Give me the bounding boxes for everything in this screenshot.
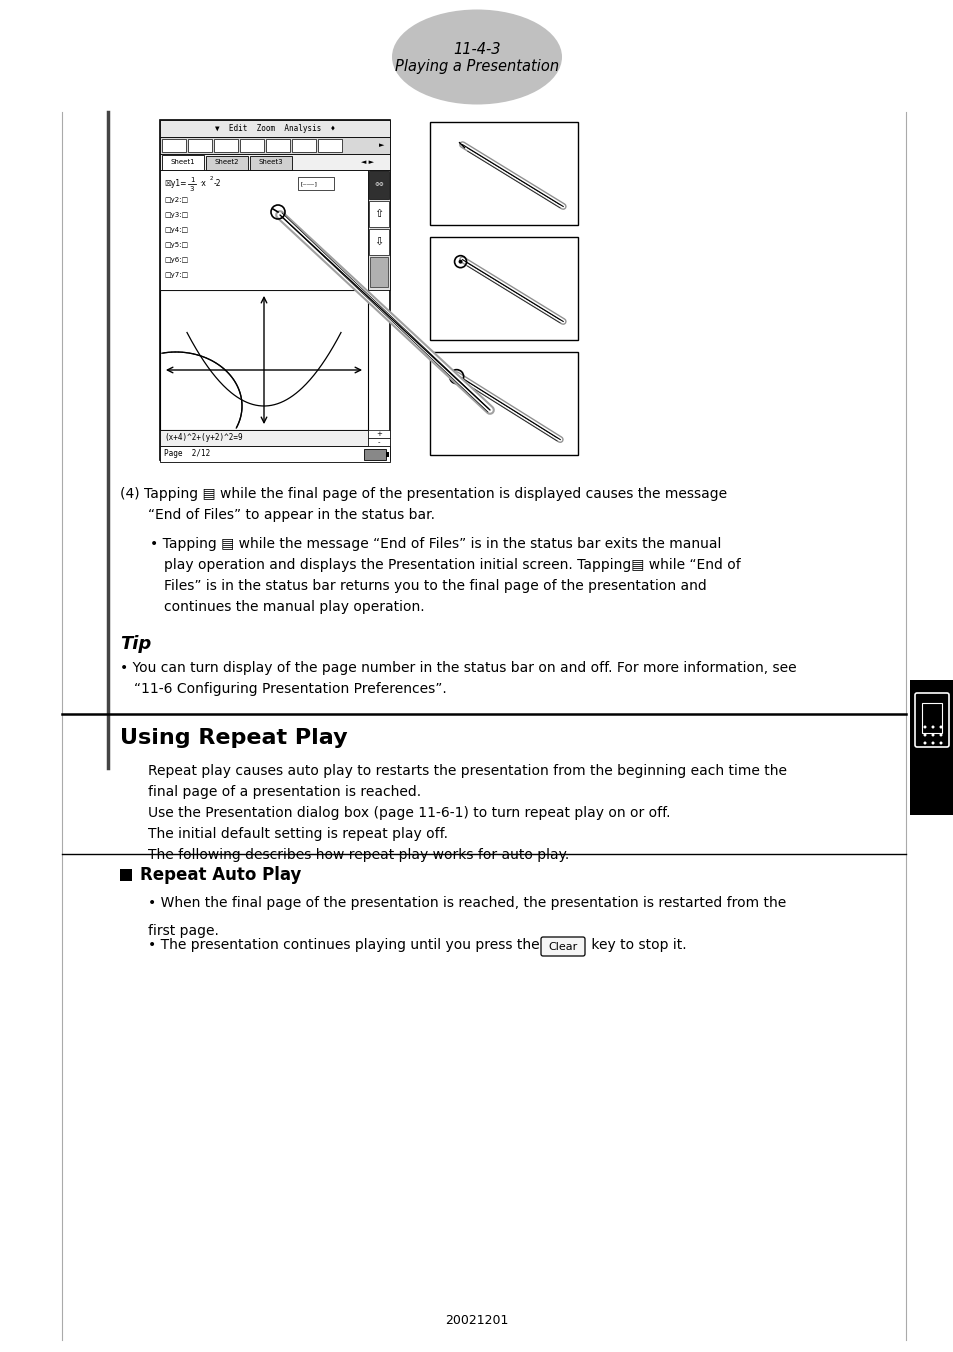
Text: ·x: ·x [199,178,206,188]
Text: □y7:□: □y7:□ [164,272,188,279]
Text: -: - [377,439,380,445]
Bar [240,139,264,151]
Bar [266,139,290,151]
Bar [369,201,389,227]
Bar [368,170,390,289]
Text: • You can turn display of the page number in the status bar on and off. For more: • You can turn display of the page numbe… [120,661,796,675]
Bar [160,137,390,154]
Bar [206,155,248,170]
Bar [386,452,389,457]
Text: The initial default setting is repeat play off.: The initial default setting is repeat pl… [148,827,448,841]
Text: Tip: Tip [120,635,152,653]
Bar [160,120,390,137]
Circle shape [930,734,934,737]
Bar [160,154,390,170]
Text: Using Repeat Play: Using Repeat Play [120,727,347,748]
Bar [160,170,368,289]
Bar [297,177,334,191]
Bar [430,352,578,456]
Bar [369,228,389,256]
Bar [368,430,390,438]
Text: ▼  Edit  Zoom  Analysis  ♦: ▼ Edit Zoom Analysis ♦ [214,124,335,132]
Bar [292,139,315,151]
Text: key to stop it.: key to stop it. [586,938,686,952]
Text: Playing a Presentation: Playing a Presentation [395,58,558,73]
Circle shape [930,741,934,745]
Text: 3: 3 [190,187,194,192]
Text: Page  2/12: Page 2/12 [164,449,210,458]
Circle shape [930,726,934,729]
Text: Repeat play causes auto play to restarts the presentation from the beginning eac: Repeat play causes auto play to restarts… [148,764,786,777]
Text: □y3:□: □y3:□ [164,212,188,218]
Text: • When the final page of the presentation is reached, the presentation is restar: • When the final page of the presentatio… [148,896,785,910]
Circle shape [923,734,925,737]
Bar [188,139,212,151]
Bar [160,120,390,460]
Text: Use the Presentation dialog box (page 11-6-1) to turn repeat play on or off.: Use the Presentation dialog box (page 11… [148,806,670,821]
Text: • The presentation continues playing until you press the: • The presentation continues playing unt… [148,938,539,952]
Text: 11-4-3: 11-4-3 [453,42,500,58]
Text: Sheet3: Sheet3 [258,160,283,165]
Bar [317,139,341,151]
Text: Clear: Clear [548,942,577,952]
Bar [162,139,186,151]
Text: [———]: [———] [299,181,318,187]
Circle shape [923,741,925,745]
Bar [430,237,578,339]
Text: 20021201: 20021201 [445,1314,508,1326]
Bar [364,449,386,460]
Text: □y4:□: □y4:□ [164,227,188,233]
Bar [120,869,132,882]
Text: ◄ ►: ◄ ► [361,160,375,165]
Text: (4) Tapping ▤ while the final page of the presentation is displayed causes the m: (4) Tapping ▤ while the final page of th… [120,487,726,502]
Text: first page.: first page. [148,923,218,938]
Text: The following describes how repeat play works for auto play.: The following describes how repeat play … [148,848,569,863]
Circle shape [939,734,942,737]
Bar [160,289,368,430]
Bar [213,139,237,151]
Bar [430,122,578,224]
Circle shape [939,741,942,745]
Text: -2: -2 [213,180,221,188]
Text: ⚙⚙: ⚙⚙ [374,183,383,188]
Text: ⇩: ⇩ [374,237,383,247]
Bar [921,703,941,733]
Text: Sheet1: Sheet1 [171,160,195,165]
Text: play operation and displays the Presentation initial screen. Tapping▤ while “End: play operation and displays the Presenta… [164,558,740,572]
Text: 1: 1 [190,177,194,183]
Text: ⇧: ⇧ [374,210,383,219]
Circle shape [923,726,925,729]
Bar [160,430,368,446]
Text: • Tapping ▤ while the message “End of Files” is in the status bar exits the manu: • Tapping ▤ while the message “End of Fi… [150,537,720,552]
Text: □y5:□: □y5:□ [164,242,188,247]
Text: “11-6 Configuring Presentation Preferences”.: “11-6 Configuring Presentation Preferenc… [133,681,446,696]
Ellipse shape [392,9,561,104]
Text: □y2:□: □y2:□ [164,197,188,203]
Text: +: + [375,431,381,437]
Bar [250,155,292,170]
Circle shape [939,726,942,729]
Text: (x+4)^2+(y+2)^2=9: (x+4)^2+(y+2)^2=9 [164,434,242,442]
Text: final page of a presentation is reached.: final page of a presentation is reached. [148,786,420,799]
Bar [369,170,389,199]
Bar [160,446,390,462]
Circle shape [458,260,462,264]
Bar [162,155,204,170]
Text: continues the manual play operation.: continues the manual play operation. [164,600,424,614]
Bar [909,680,953,815]
Text: “End of Files” to appear in the status bar.: “End of Files” to appear in the status b… [148,508,435,522]
Text: Repeat Auto Play: Repeat Auto Play [140,867,301,884]
Text: ☒y1=: ☒y1= [164,180,186,188]
FancyBboxPatch shape [540,937,584,956]
Text: □y6:□: □y6:□ [164,257,188,264]
Bar [368,438,390,446]
Text: Files” is in the status bar returns you to the final page of the presentation an: Files” is in the status bar returns you … [164,579,706,594]
Text: Sheet2: Sheet2 [214,160,239,165]
Text: ►: ► [379,142,384,149]
Bar [370,257,388,287]
Text: 2: 2 [210,176,213,181]
